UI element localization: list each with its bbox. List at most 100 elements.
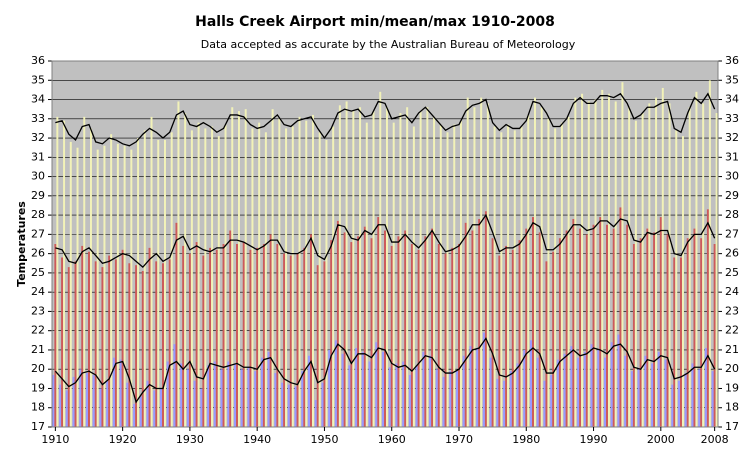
bar — [702, 103, 705, 428]
bar — [630, 371, 633, 427]
bar — [493, 126, 496, 427]
bar — [525, 228, 528, 427]
x-tick-label: 1930 — [176, 433, 204, 446]
x-tick-label: 1950 — [310, 433, 338, 446]
y2-tick-label: 33 — [725, 112, 739, 125]
bar — [343, 232, 346, 427]
bar — [706, 209, 709, 427]
y-tick-label: 34 — [31, 93, 45, 106]
bar — [269, 234, 272, 427]
bar — [242, 242, 245, 427]
y-tick-label: 22 — [31, 324, 45, 337]
bar — [563, 353, 566, 427]
bar — [155, 261, 158, 427]
y-tick-label: 29 — [31, 189, 45, 202]
bar — [251, 128, 254, 427]
x-tick-label: 1960 — [378, 433, 406, 446]
bar — [496, 378, 499, 427]
bar — [509, 371, 512, 427]
bar — [466, 97, 469, 427]
y-tick-label: 26 — [31, 247, 45, 260]
bar — [388, 367, 391, 427]
x-tick-label: 1910 — [41, 433, 69, 446]
bar — [182, 245, 185, 427]
bar — [157, 139, 160, 427]
bar — [92, 374, 95, 427]
bar — [540, 107, 543, 428]
bar — [146, 380, 149, 427]
bar — [296, 253, 299, 427]
bar — [439, 124, 442, 427]
bar — [567, 116, 570, 427]
bar — [695, 91, 698, 428]
bar — [668, 103, 671, 428]
bar — [372, 111, 375, 427]
bar — [458, 244, 460, 427]
bar — [103, 145, 106, 428]
bar — [442, 376, 445, 427]
bar — [133, 403, 136, 427]
bar — [462, 355, 465, 427]
bar — [318, 132, 321, 427]
bar — [520, 126, 523, 427]
bar — [419, 111, 422, 427]
bar — [446, 132, 449, 427]
bar — [193, 380, 196, 427]
y2-tick-label: 26 — [725, 247, 739, 260]
bar — [209, 247, 212, 427]
bar — [323, 261, 326, 427]
bar — [72, 376, 75, 427]
bar — [464, 222, 467, 427]
bar — [691, 363, 694, 427]
bar — [606, 224, 608, 427]
bar — [163, 139, 166, 427]
bar — [211, 126, 214, 427]
bar — [597, 349, 600, 427]
bar — [664, 359, 667, 427]
bar — [83, 116, 86, 427]
x-tick-label: 1990 — [580, 433, 608, 446]
x-tick-label: 1980 — [512, 433, 540, 446]
bar — [547, 118, 550, 427]
bar — [628, 107, 631, 428]
bar — [505, 245, 508, 427]
bar — [186, 369, 189, 427]
bar — [617, 334, 620, 427]
bar — [227, 361, 230, 427]
bar — [503, 380, 506, 427]
bar — [678, 380, 681, 427]
bar — [240, 369, 243, 427]
bar — [139, 396, 142, 427]
bar — [310, 234, 312, 427]
y-tick-label: 19 — [31, 381, 45, 394]
bar — [153, 390, 156, 427]
y2-tick-label: 22 — [725, 324, 739, 337]
bar — [361, 351, 364, 427]
bar — [657, 351, 660, 427]
bar — [626, 224, 629, 427]
bar — [177, 101, 180, 427]
bar — [101, 267, 104, 427]
y2-tick-label: 32 — [725, 131, 739, 144]
bar — [213, 361, 216, 427]
bar — [435, 369, 438, 427]
bar — [108, 255, 111, 427]
bar — [168, 259, 171, 427]
bar — [52, 374, 55, 427]
chart-title: Halls Creek Airport min/mean/max 1910-20… — [195, 14, 555, 30]
bar — [74, 261, 77, 427]
bar — [402, 361, 405, 427]
bar — [570, 346, 573, 427]
bar — [336, 220, 339, 427]
bar — [533, 97, 536, 427]
y-tick-label: 33 — [31, 112, 45, 125]
bar — [545, 261, 548, 427]
bar — [350, 242, 353, 427]
y2-tick-label: 35 — [725, 73, 739, 86]
bar — [708, 80, 711, 428]
bar — [202, 255, 205, 427]
bar — [429, 355, 432, 427]
y-tick-label: 28 — [31, 208, 45, 221]
bar — [54, 244, 57, 427]
bar — [431, 228, 434, 427]
